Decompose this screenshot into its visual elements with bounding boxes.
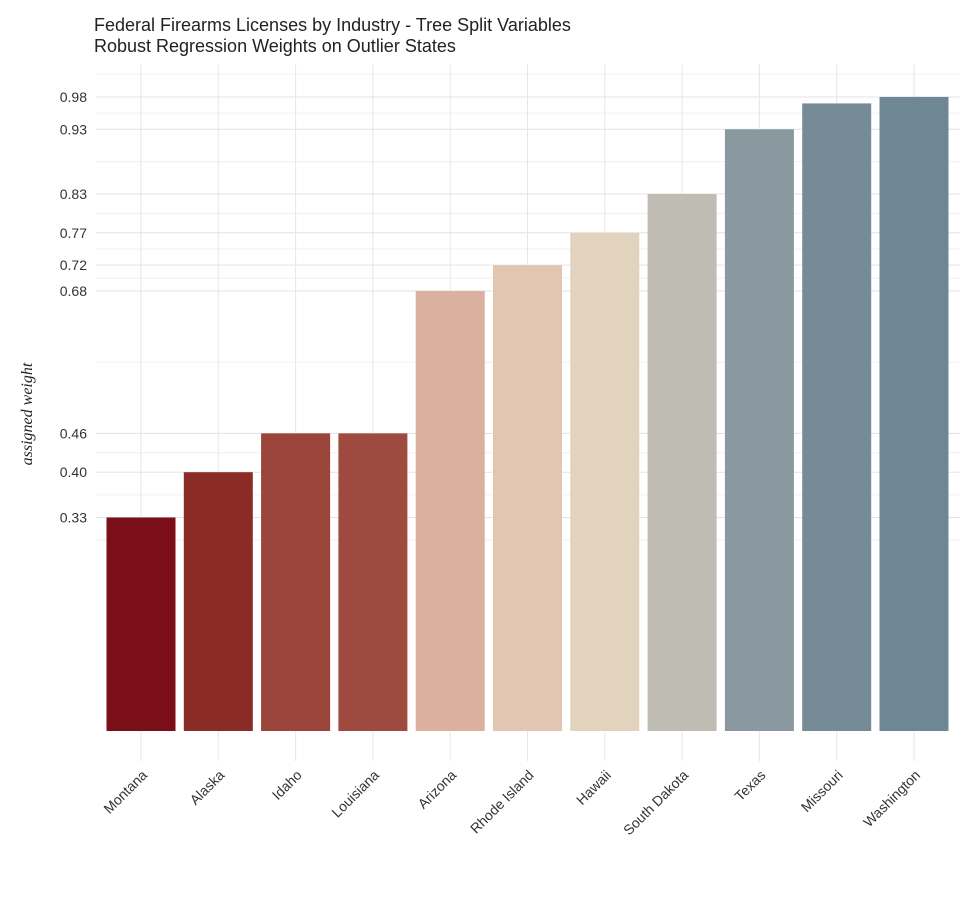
y-tick-labels: 0.33 0.40 0.46 0.68 0.72 0.77 0.83 0.93 0.98 — [60, 89, 87, 526]
bar-washington — [879, 96, 949, 731]
bar-alaska — [183, 472, 253, 731]
x-tick-label: Missouri — [798, 767, 846, 815]
x-tick-label: Texas — [731, 767, 768, 804]
chart-title: Federal Firearms Licenses by Industry - … — [94, 15, 571, 35]
bar-montana — [106, 517, 176, 731]
y-tick-label: 0.77 — [60, 225, 87, 241]
bar-texas — [724, 129, 794, 732]
y-tick-label: 0.46 — [60, 425, 87, 441]
x-tick-label: Alaska — [186, 767, 227, 808]
x-tick-label: Louisiana — [328, 767, 382, 821]
x-tick-label: Washington — [860, 767, 923, 830]
bar-hawaii — [570, 232, 640, 731]
bar-louisiana — [338, 433, 408, 731]
y-tick-label: 0.83 — [60, 186, 87, 202]
chart-subtitle: Robust Regression Weights on Outlier Sta… — [94, 36, 456, 56]
y-tick-label: 0.33 — [60, 509, 87, 525]
x-tick-label: Arizona — [414, 767, 459, 812]
y-tick-label: 0.98 — [60, 89, 87, 105]
x-tick-labels: Montana Alaska Idaho Louisiana Arizona Rhode … — [100, 767, 923, 838]
bar-rhode-island — [493, 265, 562, 731]
y-tick-label: 0.68 — [60, 283, 87, 299]
x-tick-label: Montana — [100, 767, 150, 817]
y-tick-label: 0.72 — [60, 257, 87, 273]
y-tick-label: 0.93 — [60, 121, 87, 137]
bars — [106, 96, 949, 732]
bar-south-dakota — [647, 193, 717, 732]
bar-missouri — [802, 103, 872, 731]
x-tick-label: South Dakota — [620, 767, 691, 838]
bar-arizona — [415, 291, 485, 731]
x-tick-label: Rhode Island — [467, 767, 537, 837]
y-tick-label: 0.40 — [60, 464, 87, 480]
x-tick-label: Idaho — [269, 767, 305, 803]
bar-idaho — [261, 433, 331, 731]
x-tick-label: Hawaii — [573, 767, 614, 808]
